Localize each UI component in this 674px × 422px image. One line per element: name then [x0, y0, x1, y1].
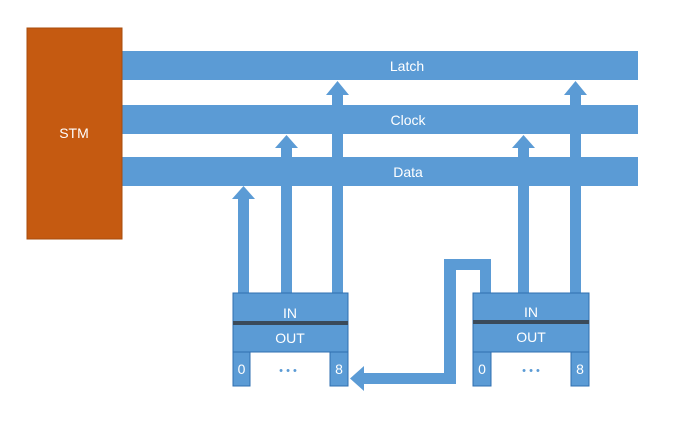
- chip2-pin-ellipsis: • • •: [522, 365, 540, 377]
- chip1-pin-0-label: 0: [238, 361, 246, 377]
- chip1-out-label: OUT: [275, 330, 305, 346]
- latch-bus: [120, 51, 638, 80]
- cascade-wire: [364, 259, 491, 384]
- chip2-pin-0: [472, 351, 492, 387]
- chip1-data-arrow: [232, 186, 255, 294]
- chip2-in-label: IN: [524, 304, 538, 320]
- data-bus: [120, 157, 638, 186]
- chip1-in-label: IN: [283, 305, 297, 321]
- chip2-out-label: OUT: [516, 329, 546, 345]
- chip1-pin-8: [329, 351, 349, 387]
- cascade-arrowhead: [350, 366, 364, 391]
- data-label: Data: [393, 164, 423, 180]
- chip2-divider: [473, 320, 589, 324]
- chip1-latch-arrow: [326, 81, 349, 294]
- chip2-pin-0-label: 0: [478, 361, 486, 377]
- latch-label: Latch: [390, 58, 424, 74]
- chip1-divider: [233, 321, 348, 325]
- chip1-pin-8-label: 8: [335, 361, 343, 377]
- shift-register-2: IN OUT 0 • • • 8: [472, 292, 590, 387]
- chip1-pin-ellipsis: • • •: [279, 365, 297, 377]
- chip2-pin-8-label: 8: [576, 361, 584, 377]
- stm-label: STM: [59, 125, 89, 141]
- shift-register-1: IN OUT 0 • • • 8: [232, 292, 349, 387]
- chip1-clock-arrow: [275, 135, 298, 294]
- clock-bus: [120, 105, 638, 134]
- chip2-pin-8: [570, 351, 590, 387]
- stm-block: [26, 27, 123, 240]
- chip1-pin-0: [232, 351, 251, 387]
- clock-label: Clock: [390, 112, 426, 128]
- chip2-latch-arrow: [564, 81, 587, 294]
- chip2-clock-arrow: [512, 135, 535, 294]
